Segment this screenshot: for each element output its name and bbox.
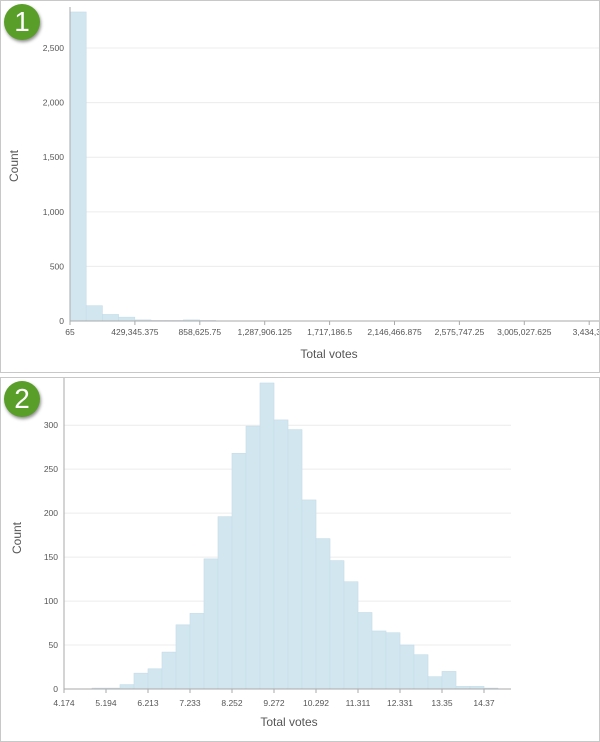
x-tick-label: 65 [65, 327, 75, 337]
histogram-bar [217, 516, 233, 690]
histogram-bar [357, 612, 373, 690]
x-tick-label: 6.213 [137, 698, 159, 708]
y-tick-label: 300 [44, 420, 58, 430]
x-tick-label: 7.233 [179, 698, 201, 708]
y-tick-label: 1,000 [43, 207, 65, 217]
step-badge-2: 2 [4, 381, 40, 417]
y-tick-label: 2,500 [43, 43, 65, 53]
x-tick-label: 2,575,747.25 [435, 327, 485, 337]
x-tick-label: 429,345.375 [111, 327, 159, 337]
x-tick-label: 5.194 [95, 698, 117, 708]
histogram-chart-2: 0 50 100 150 200 250 300 4.174 5.194 6.213 7.233 8.… [10, 378, 511, 729]
y-tick-label: 1,500 [43, 152, 65, 162]
y-tick-label: 250 [44, 464, 58, 474]
x-axis-title: Total votes [260, 715, 317, 729]
histogram-bar [161, 651, 177, 690]
x-tick-label: 10.292 [303, 698, 329, 708]
histogram-bar [301, 499, 317, 690]
x-tick-label: 12.331 [387, 698, 413, 708]
x-tick-label: 3,434,30 [573, 327, 599, 337]
histogram-bar [203, 558, 219, 690]
histogram-bar [119, 684, 135, 690]
histogram-bar [427, 676, 443, 690]
x-tick-label: 9.272 [263, 698, 285, 708]
histogram-panel-1: 1 0 500 1,000 1,500 2,000 2,500 65 429,345.375 8… [0, 0, 600, 373]
histogram-bar [85, 305, 103, 322]
histogram-bar [273, 419, 289, 690]
histogram-bar [287, 429, 303, 690]
y-tick-label: 500 [50, 261, 64, 271]
histogram-bar [371, 630, 387, 690]
y-axis-title: Count [7, 149, 21, 182]
histogram-panel-2: 2 0 50 100 150 200 250 300 4.174 5.194 6.213 7.233… [0, 377, 600, 742]
y-tick-label: 0 [59, 316, 64, 326]
x-tick-label: 11.311 [346, 698, 371, 708]
x-tick-label: 1,717,186.5 [307, 327, 352, 337]
x-tick-label: 1,287,906.125 [238, 327, 293, 337]
y-tick-label: 50 [49, 640, 59, 650]
histogram-bar [69, 11, 87, 322]
histogram-bar [147, 668, 163, 690]
histogram-bar [102, 314, 119, 322]
y-tick-label: 2,000 [43, 98, 65, 108]
x-tick-label: 13.35 [431, 698, 453, 708]
histogram-bar [175, 624, 191, 690]
histogram-bar [231, 453, 247, 690]
step-badge-1: 1 [4, 4, 40, 40]
y-tick-label: 200 [44, 508, 58, 518]
y-tick-label: 150 [44, 552, 58, 562]
x-tick-label: 858,625.75 [179, 327, 222, 337]
histogram-bar [385, 632, 401, 690]
histogram-bar [315, 538, 331, 690]
histogram-bar [245, 425, 261, 690]
y-axis-title: Count [10, 521, 24, 554]
histogram-bar [259, 382, 275, 690]
histogram-bar [343, 581, 359, 690]
x-tick-label: 2,146,466.875 [367, 327, 422, 337]
histogram-bar [133, 672, 149, 690]
histogram-bar [441, 671, 457, 690]
y-tick-label: 100 [44, 596, 58, 606]
histogram-bar [399, 644, 415, 690]
x-axis-title: Total votes [300, 347, 357, 361]
x-tick-label: 4.174 [53, 698, 75, 708]
x-tick-label: 8.252 [221, 698, 243, 708]
histogram-chart-1: 0 500 1,000 1,500 2,000 2,500 65 429,345.375 858… [7, 7, 599, 361]
histogram-bar [118, 316, 136, 322]
histogram-bar [413, 654, 429, 690]
histogram-bar [329, 560, 345, 690]
y-tick-label: 0 [53, 684, 58, 694]
histogram-bar [189, 613, 205, 690]
x-tick-label: 3,005,027.625 [497, 327, 552, 337]
x-tick-label: 14.37 [473, 698, 495, 708]
